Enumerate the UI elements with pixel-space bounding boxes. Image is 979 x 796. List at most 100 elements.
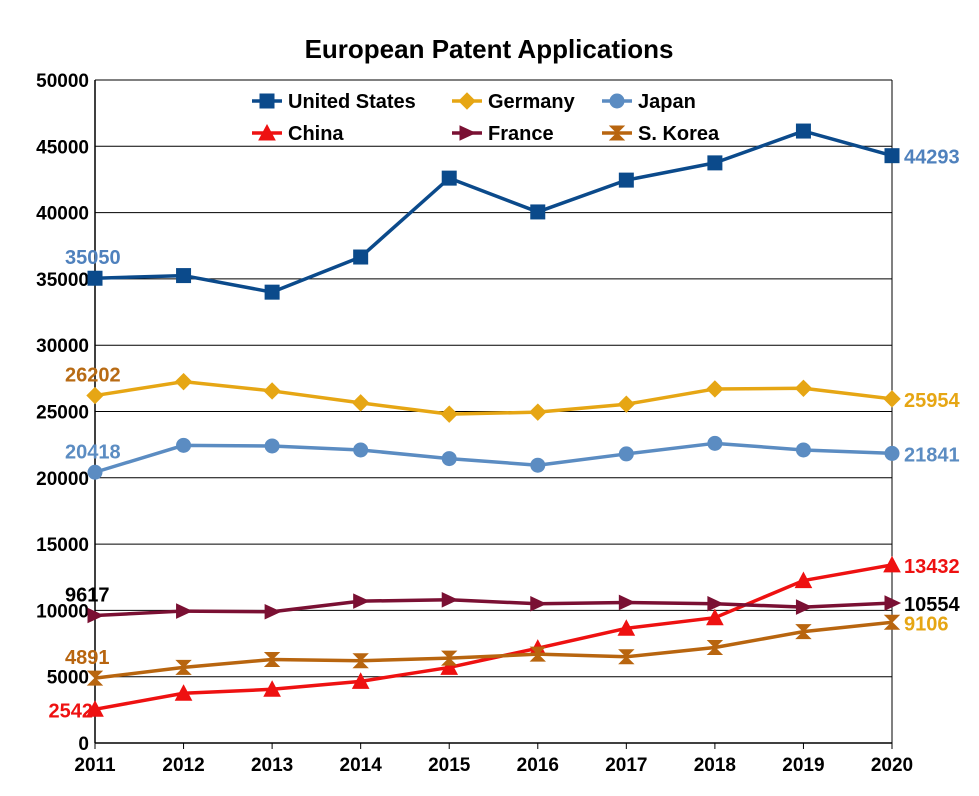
data-point	[87, 270, 103, 286]
data-point	[353, 593, 370, 609]
legend-label: Japan	[638, 91, 696, 113]
series-united-states	[87, 123, 900, 300]
data-point	[353, 249, 369, 265]
data-point	[795, 624, 812, 640]
data-point	[608, 125, 626, 141]
data-point	[530, 457, 546, 473]
data-point	[174, 372, 193, 391]
legend-item: United States	[252, 91, 416, 113]
series-japan	[87, 435, 900, 480]
x-tick-label: 2020	[871, 755, 913, 776]
chart-title: European Patent Applications	[305, 34, 674, 64]
data-point	[529, 403, 547, 421]
data-point	[441, 592, 459, 608]
series-germany	[86, 372, 901, 423]
y-tick-label: 15000	[36, 535, 89, 556]
data-point	[794, 571, 813, 589]
legend-label: S. Korea	[638, 123, 720, 145]
data-point	[441, 650, 458, 666]
data-point	[795, 123, 811, 139]
data-point	[458, 92, 476, 110]
data-point	[530, 204, 546, 220]
x-tick-label: 2016	[517, 755, 559, 776]
data-point	[440, 405, 458, 423]
y-tick-label: 10000	[36, 601, 89, 622]
data-point	[618, 172, 634, 188]
data-point	[263, 382, 281, 400]
data-point	[441, 170, 457, 186]
data-point	[618, 594, 636, 611]
data-point	[353, 442, 369, 458]
series-s-korea	[86, 614, 901, 686]
data-point	[795, 442, 811, 458]
series-line	[94, 620, 893, 680]
series-line	[94, 441, 893, 474]
x-tick-label: 2013	[251, 755, 293, 776]
data-point	[264, 438, 280, 454]
y-tick-label: 25000	[36, 403, 89, 424]
data-point	[617, 395, 636, 413]
data-label: 2542	[49, 700, 94, 722]
legend-label: Germany	[488, 91, 576, 113]
data-point	[707, 435, 723, 451]
y-tick-label: 45000	[36, 137, 89, 158]
legend-item: Japan	[602, 91, 696, 113]
data-label: 9617	[65, 584, 110, 606]
data-point	[529, 646, 546, 662]
data-point	[617, 619, 636, 636]
data-point	[352, 653, 369, 669]
series-group	[86, 123, 902, 717]
data-point	[459, 125, 477, 141]
data-point	[609, 93, 625, 109]
data-point	[440, 658, 459, 675]
data-label: 21841	[904, 444, 960, 466]
x-tick-label: 2012	[162, 755, 204, 776]
data-point	[263, 651, 281, 667]
data-point	[175, 659, 192, 675]
x-tick-label: 2011	[74, 755, 116, 776]
series-line	[94, 129, 893, 294]
x-tick-label: 2018	[694, 755, 736, 776]
legend-label: France	[488, 123, 554, 145]
data-point	[884, 148, 900, 164]
data-point	[884, 445, 900, 461]
x-tick-label: 2015	[428, 755, 471, 776]
data-label: 9106	[904, 613, 949, 635]
data-label: 10554	[904, 594, 960, 616]
x-tick-label: 2019	[782, 755, 824, 776]
data-label: 25954	[904, 390, 960, 412]
data-point	[707, 595, 725, 612]
x-tick-label: 2014	[340, 755, 383, 776]
data-point	[706, 608, 724, 626]
data-point	[707, 155, 723, 171]
data-point	[883, 390, 901, 408]
data-point	[86, 670, 104, 686]
legend-item: S. Korea	[602, 123, 720, 145]
data-point	[884, 595, 902, 611]
y-tick-label: 50000	[36, 71, 89, 92]
data-point	[351, 394, 370, 412]
legend-item: China	[252, 123, 344, 145]
data-point	[263, 680, 281, 697]
legend-item: France	[452, 123, 554, 145]
data-point	[530, 595, 547, 612]
data-label: 35050	[65, 247, 121, 269]
y-tick-label: 30000	[36, 336, 89, 357]
y-tick-label: 40000	[36, 204, 89, 225]
y-tick-label: 0	[78, 734, 89, 755]
data-point	[618, 649, 635, 665]
data-point	[87, 607, 105, 624]
data-point	[351, 672, 370, 689]
data-point	[86, 700, 104, 717]
x-tick-label: 2017	[605, 755, 647, 776]
data-point	[441, 451, 457, 467]
legend: United States Germany Japan China France S. K…	[252, 91, 720, 145]
data-point	[706, 380, 724, 398]
data-point	[176, 603, 193, 619]
data-point	[176, 437, 192, 453]
data-label: 44293	[904, 147, 960, 169]
data-point	[795, 599, 813, 615]
data-label: 4891	[65, 647, 110, 669]
